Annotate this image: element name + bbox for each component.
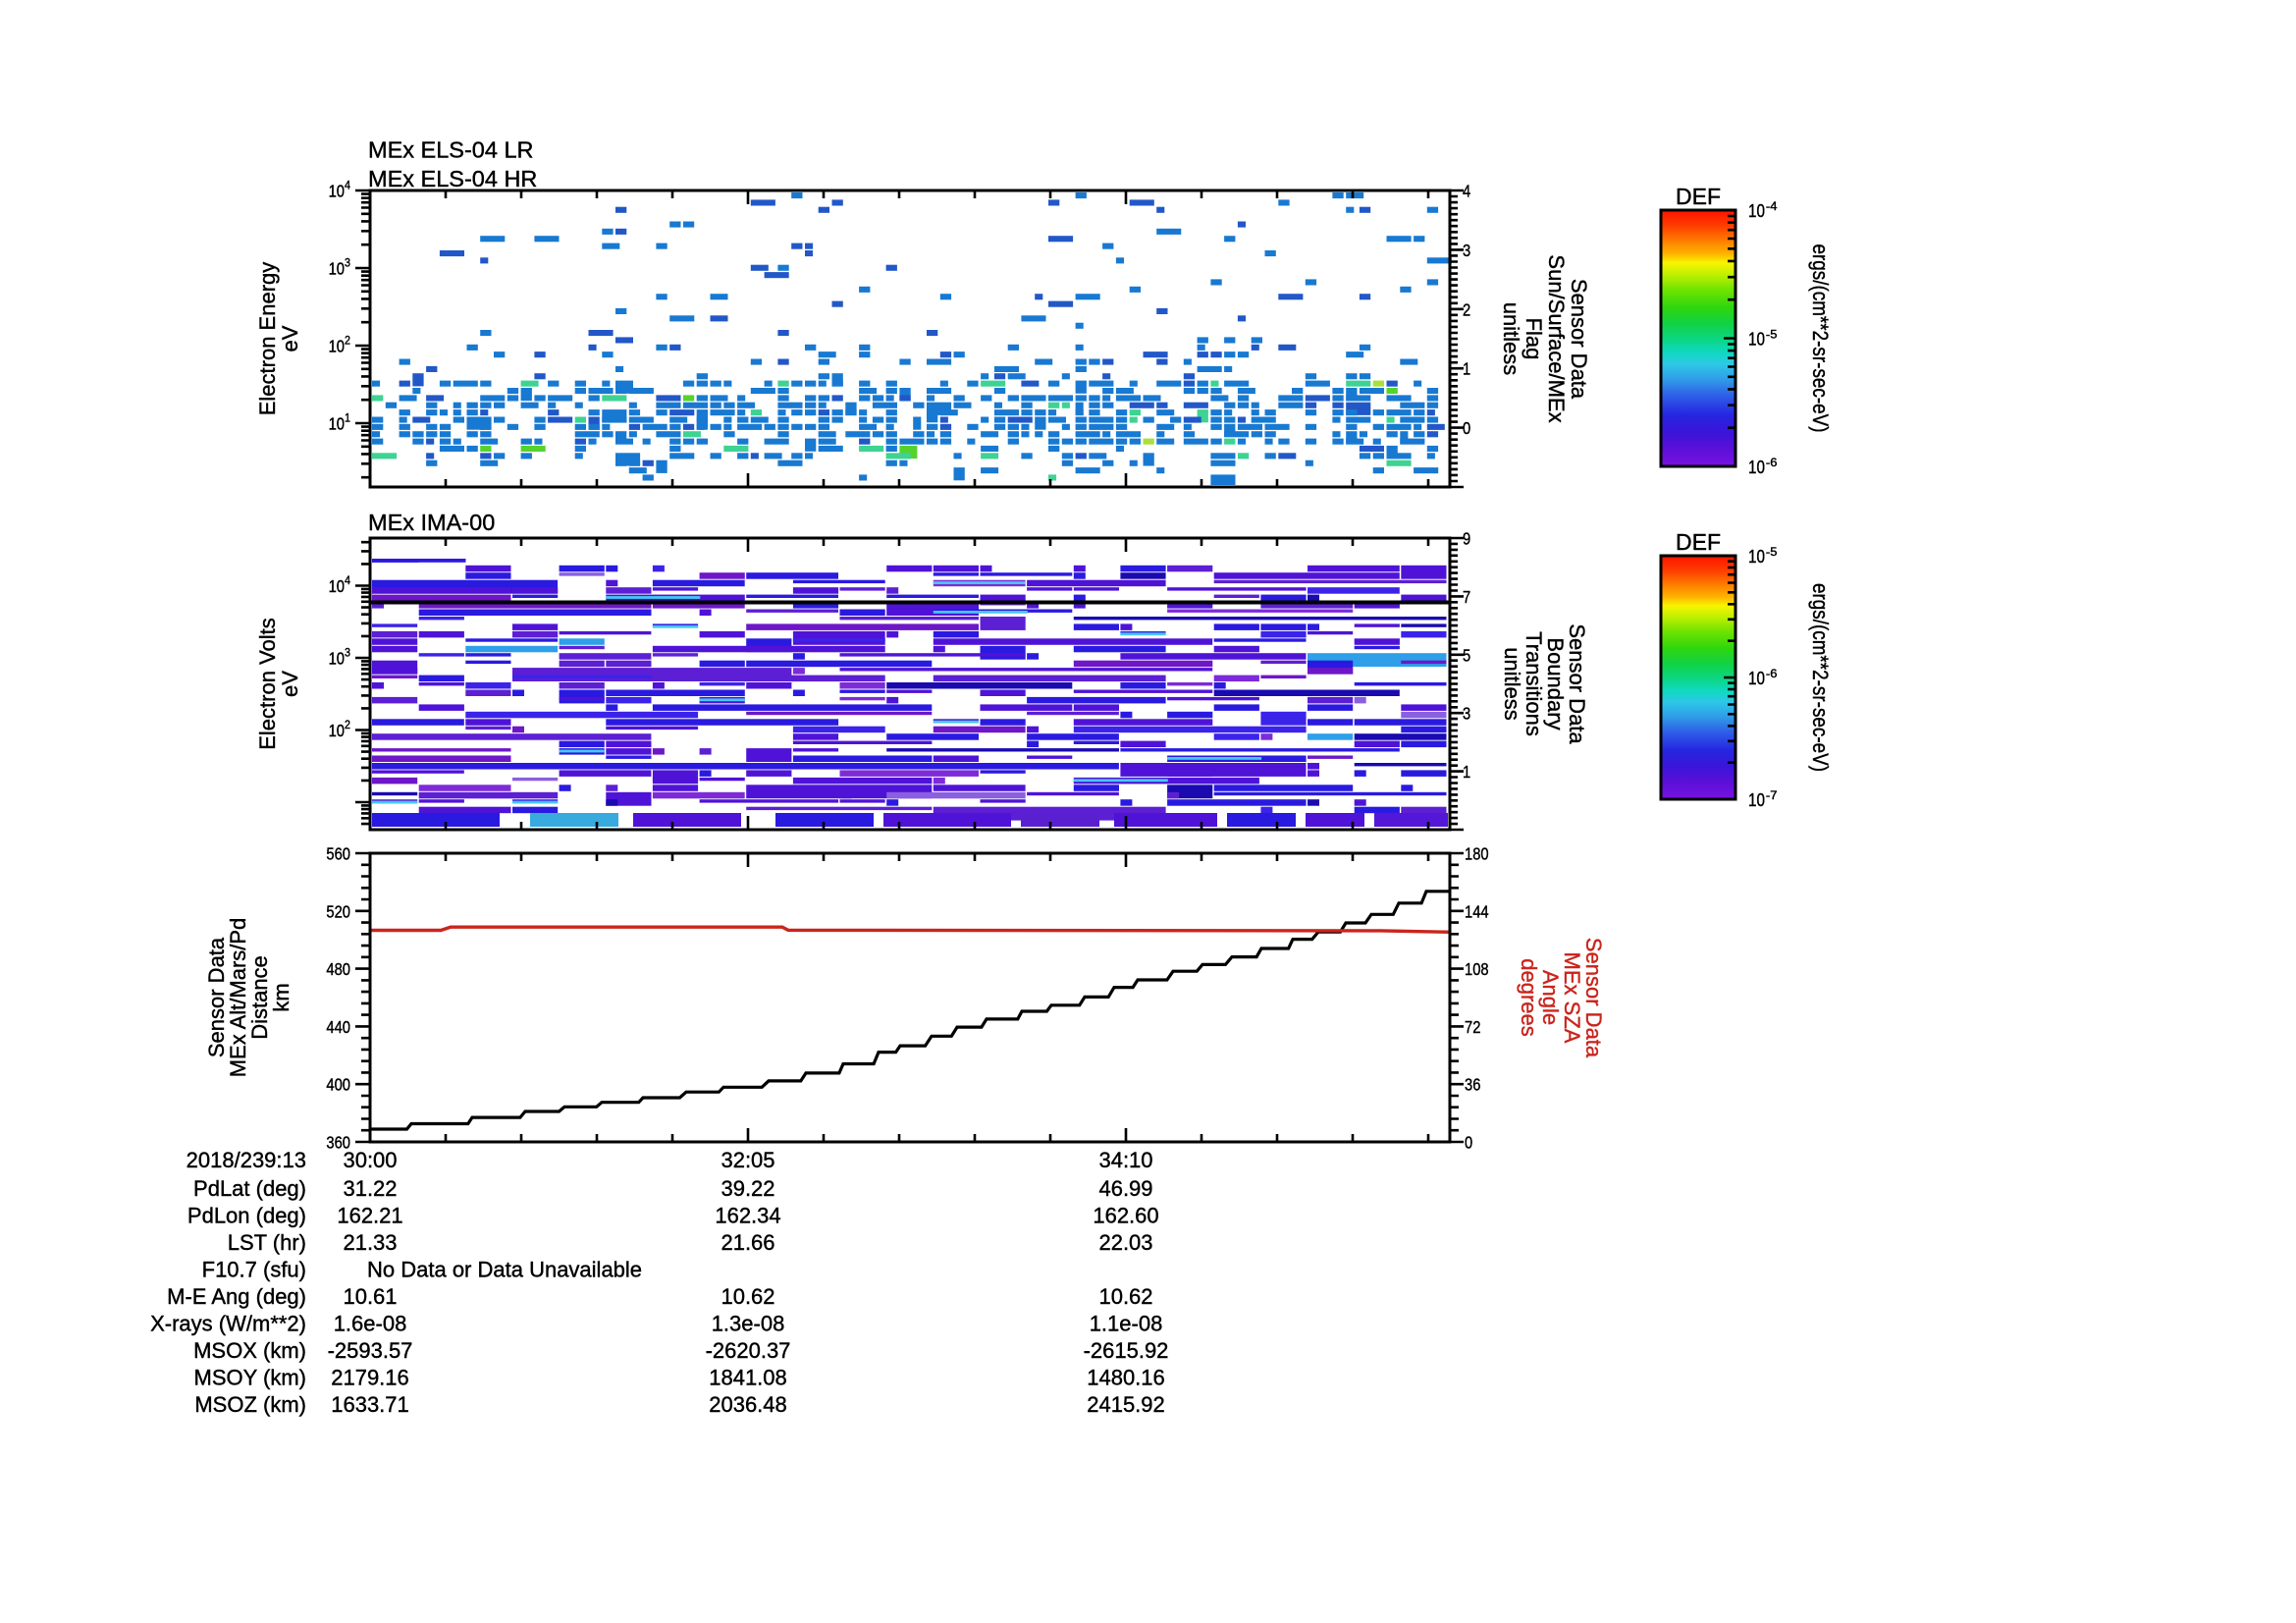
svg-text:Sensor DataBoundaryTransitions: Sensor DataBoundaryTransitionsunitless (1500, 623, 1589, 744)
svg-text:1.1e-08: 1.1e-08 (1090, 1312, 1163, 1336)
svg-text:LST (hr): LST (hr) (228, 1230, 306, 1255)
svg-text:2018/239:13: 2018/239:13 (187, 1148, 306, 1172)
svg-text:32:05: 32:05 (721, 1148, 774, 1172)
svg-text:36: 36 (1465, 1075, 1480, 1095)
svg-text:21.66: 21.66 (721, 1230, 774, 1255)
svg-text:-5: -5 (1766, 547, 1778, 559)
svg-text:2: 2 (345, 334, 350, 348)
svg-text:46.99: 46.99 (1098, 1176, 1152, 1201)
svg-text:PdLat (deg): PdLat (deg) (193, 1176, 306, 1201)
svg-text:22.03: 22.03 (1098, 1230, 1152, 1255)
svg-text:10: 10 (1748, 330, 1765, 350)
svg-text:Electron VoltseV: Electron VoltseV (255, 618, 302, 750)
svg-text:X-rays (W/m**2): X-rays (W/m**2) (150, 1312, 306, 1336)
svg-text:Sensor DataMEx Alt/Mars/PdDist: Sensor DataMEx Alt/Mars/PdDistancekm (204, 918, 294, 1078)
svg-text:10.62: 10.62 (1098, 1284, 1152, 1309)
svg-text:-2593.57: -2593.57 (328, 1338, 413, 1363)
svg-text:108: 108 (1465, 959, 1489, 979)
svg-text:2415.92: 2415.92 (1087, 1392, 1165, 1417)
svg-text:39.22: 39.22 (721, 1176, 774, 1201)
svg-text:10: 10 (329, 576, 346, 596)
svg-text:Sensor DataSun/Surface/MExFlag: Sensor DataSun/Surface/MExFlagunitless (1499, 254, 1591, 422)
svg-text:3: 3 (345, 256, 350, 270)
svg-text:72: 72 (1465, 1017, 1480, 1037)
svg-text:0: 0 (1463, 418, 1470, 438)
svg-text:4: 4 (1463, 182, 1470, 201)
svg-text:3: 3 (345, 646, 350, 660)
svg-text:10: 10 (329, 414, 346, 434)
svg-text:1: 1 (345, 411, 350, 425)
svg-text:Sensor DataMEx SZAAngledegrees: Sensor DataMEx SZAAngledegrees (1517, 938, 1606, 1058)
svg-text:162.34: 162.34 (715, 1204, 780, 1228)
svg-text:ergs/(cm**2-sr-sec-eV): ergs/(cm**2-sr-sec-eV) (1808, 244, 1833, 433)
svg-text:1841.08: 1841.08 (709, 1366, 787, 1390)
svg-text:144: 144 (1465, 901, 1489, 921)
svg-text:9: 9 (1463, 529, 1470, 549)
svg-text:1480.16: 1480.16 (1087, 1366, 1165, 1390)
svg-text:MSOY (km): MSOY (km) (194, 1366, 306, 1390)
svg-text:MEx IMA-00: MEx IMA-00 (368, 510, 495, 535)
svg-text:10: 10 (329, 649, 346, 669)
svg-text:MSOZ (km): MSOZ (km) (194, 1392, 306, 1417)
svg-text:MSOX (km): MSOX (km) (193, 1338, 306, 1363)
svg-text:10: 10 (329, 259, 346, 279)
svg-text:-2615.92: -2615.92 (1084, 1338, 1169, 1363)
svg-text:480: 480 (326, 959, 350, 979)
svg-text:34:10: 34:10 (1098, 1148, 1152, 1172)
svg-text:162.21: 162.21 (337, 1204, 402, 1228)
svg-text:440: 440 (326, 1017, 350, 1037)
svg-text:10: 10 (329, 182, 346, 201)
svg-text:10: 10 (1748, 201, 1765, 221)
svg-text:520: 520 (326, 901, 350, 921)
svg-text:10: 10 (1748, 790, 1765, 810)
svg-text:30:00: 30:00 (343, 1148, 397, 1172)
svg-text:2: 2 (345, 718, 350, 731)
svg-text:3: 3 (1463, 241, 1470, 260)
svg-text:21.33: 21.33 (343, 1230, 397, 1255)
svg-text:DEF: DEF (1676, 529, 1721, 555)
svg-text:1.3e-08: 1.3e-08 (712, 1312, 785, 1336)
svg-text:MEx ELS-04 HR: MEx ELS-04 HR (368, 166, 537, 191)
svg-text:31.22: 31.22 (343, 1176, 397, 1201)
svg-text:10.62: 10.62 (721, 1284, 774, 1309)
svg-text:Electron EnergyeV: Electron EnergyeV (255, 262, 302, 416)
svg-text:10: 10 (1748, 547, 1765, 567)
svg-text:F10.7 (sfu): F10.7 (sfu) (202, 1258, 306, 1282)
svg-text:2179.16: 2179.16 (331, 1366, 409, 1390)
svg-text:-2620.37: -2620.37 (706, 1338, 791, 1363)
svg-text:MEx ELS-04 LR: MEx ELS-04 LR (368, 137, 533, 163)
svg-text:10: 10 (329, 337, 346, 356)
svg-text:7: 7 (1463, 587, 1470, 607)
svg-text:180: 180 (1465, 844, 1489, 864)
svg-text:1: 1 (1463, 359, 1470, 379)
svg-text:1.6e-08: 1.6e-08 (334, 1312, 407, 1336)
svg-text:M-E Ang (deg): M-E Ang (deg) (167, 1284, 306, 1309)
svg-text:DEF: DEF (1676, 184, 1721, 209)
svg-text:-5: -5 (1766, 330, 1778, 342)
svg-text:1: 1 (1463, 762, 1470, 782)
svg-text:-6: -6 (1766, 458, 1778, 469)
svg-text:4: 4 (345, 573, 350, 587)
svg-text:-7: -7 (1766, 790, 1778, 802)
svg-text:4: 4 (345, 179, 350, 192)
svg-text:360: 360 (326, 1133, 350, 1153)
svg-text:10.61: 10.61 (343, 1284, 397, 1309)
svg-text:1633.71: 1633.71 (331, 1392, 409, 1417)
svg-text:400: 400 (326, 1075, 350, 1095)
svg-text:2036.48: 2036.48 (709, 1392, 787, 1417)
svg-text:0: 0 (1465, 1133, 1472, 1153)
svg-text:162.60: 162.60 (1093, 1204, 1158, 1228)
svg-text:10: 10 (1748, 669, 1765, 688)
svg-text:10: 10 (1748, 458, 1765, 477)
svg-text:ergs/(cm**2-sr-sec-eV): ergs/(cm**2-sr-sec-eV) (1808, 583, 1833, 772)
svg-text:No Data or Data Unavailable: No Data or Data Unavailable (367, 1258, 642, 1282)
svg-text:3: 3 (1463, 704, 1470, 724)
svg-text:10: 10 (329, 721, 346, 740)
svg-text:5: 5 (1463, 645, 1470, 665)
svg-text:-4: -4 (1766, 201, 1778, 213)
svg-text:2: 2 (1463, 299, 1470, 319)
svg-text:-6: -6 (1766, 669, 1778, 680)
svg-text:PdLon (deg): PdLon (deg) (187, 1204, 306, 1228)
svg-text:560: 560 (326, 844, 350, 864)
